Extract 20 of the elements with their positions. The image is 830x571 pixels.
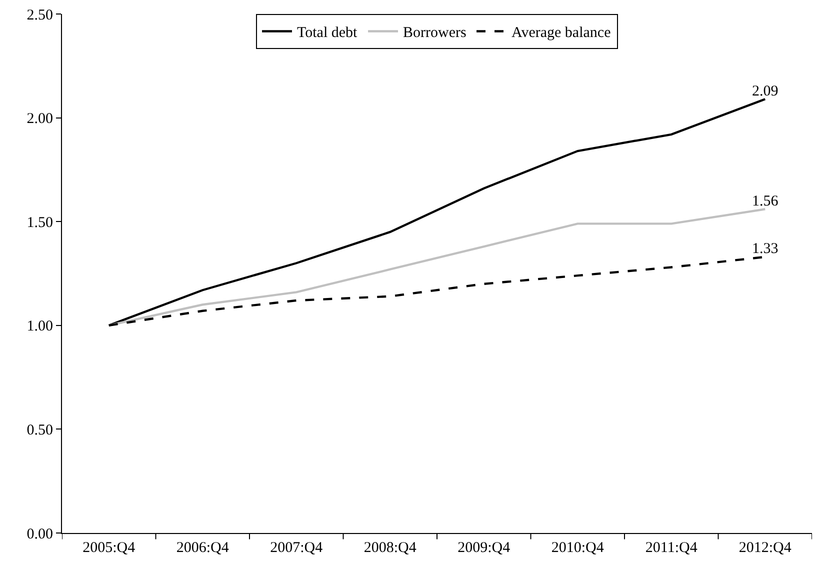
x-tick-label: 2011:Q4 (645, 540, 698, 556)
y-tick-label: 1.50 (26, 214, 53, 231)
y-tick-label: 2.00 (26, 111, 53, 128)
y-tick-label: 1.00 (26, 318, 53, 335)
data-label: 1.56 (752, 193, 779, 210)
legend-label: Borrowers (403, 25, 466, 42)
x-tick-label: 2010:Q4 (551, 540, 604, 556)
x-tick-label: 2006:Q4 (176, 540, 230, 556)
data-label: 1.33 (752, 241, 778, 258)
y-tick-label: 0.50 (26, 422, 53, 438)
x-tick-label: 2007:Q4 (270, 540, 324, 556)
y-tick-label: 2.50 (26, 7, 53, 24)
x-tick-label: 2005:Q4 (82, 540, 136, 556)
y-tick-label: 0.00 (26, 526, 53, 542)
x-tick-label: 2012:Q4 (738, 540, 792, 556)
data-label: 2.09 (752, 83, 778, 100)
legend-label: Average balance (511, 25, 612, 42)
x-tick-label: 2009:Q4 (458, 540, 511, 556)
legend-label: Total debt (297, 25, 358, 42)
x-tick-label: 2008:Q4 (364, 540, 417, 556)
